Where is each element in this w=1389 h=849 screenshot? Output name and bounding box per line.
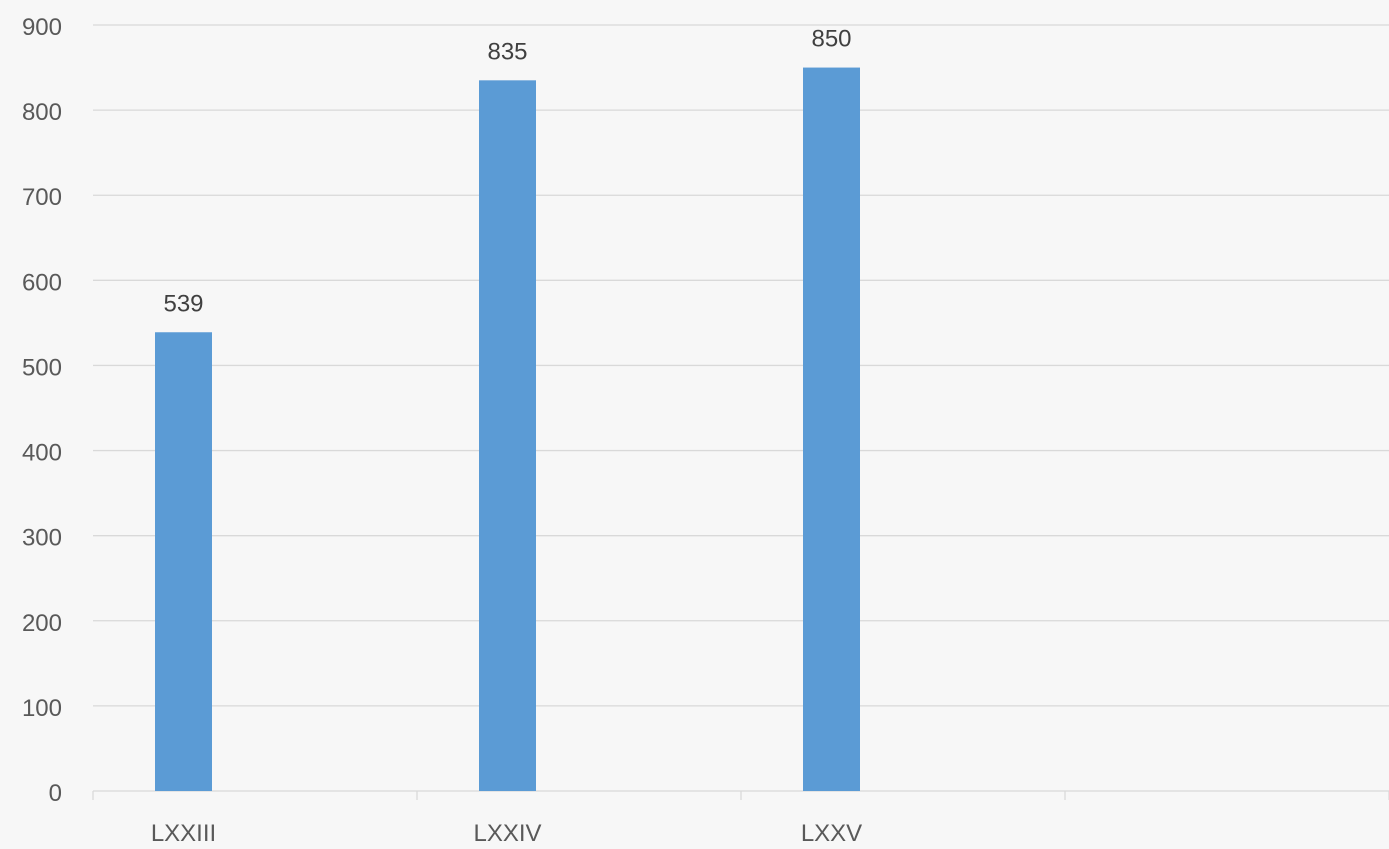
y-tick-label: 100 [22,695,62,722]
bars [155,67,860,792]
y-tick-label: 400 [22,440,62,467]
y-tick-label: 300 [22,525,62,552]
y-tick-label: 800 [22,99,62,126]
y-axis-ticks: 0 100 200 300 400 500 600 700 800 900 [22,14,62,807]
x-axis [92,790,1389,800]
bar [155,332,212,791]
x-tick-label: LXXIV [473,820,541,844]
data-label: 835 [487,38,527,65]
y-tick-label: 500 [22,354,62,381]
y-tick-label: 200 [22,610,62,637]
data-labels: 539 835 850 [163,26,851,318]
x-axis-ticks: LXXIII LXXIV LXXV [151,820,862,847]
data-label: 539 [163,290,203,317]
x-tick-label: LXXV [801,820,862,844]
gridlines [93,24,1389,707]
y-tick-label: 900 [22,14,62,41]
x-tick-label: LXXIII [151,820,216,844]
bar [803,67,860,792]
y-tick-label: 600 [22,269,62,296]
bar [479,80,536,792]
y-tick-label: 0 [49,780,62,807]
y-tick-label: 700 [22,184,62,211]
data-label: 850 [811,26,851,53]
